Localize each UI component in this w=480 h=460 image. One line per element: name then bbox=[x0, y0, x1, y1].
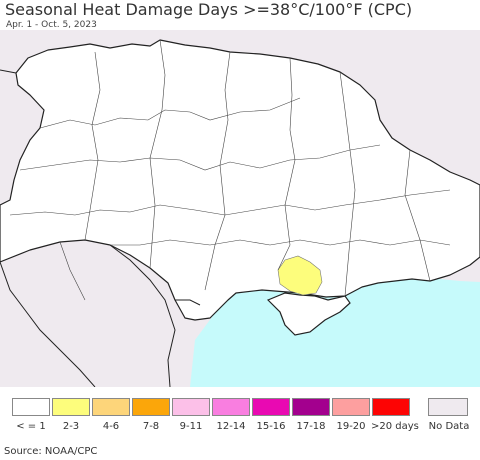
legend-label: 12-14 bbox=[216, 421, 246, 432]
legend-label: 2-3 bbox=[62, 421, 80, 432]
legend-swatch bbox=[292, 398, 330, 416]
legend: < = 1 2-3 4-6 7-8 9-11 12-14 15-16 17-18 19-20 >2… bbox=[0, 396, 480, 436]
legend-swatch bbox=[52, 398, 90, 416]
legend-swatch bbox=[212, 398, 250, 416]
legend-label: < = 1 bbox=[16, 421, 46, 432]
legend-swatch bbox=[132, 398, 170, 416]
map-title: Seasonal Heat Damage Days >=38°C/100°F (… bbox=[5, 0, 413, 19]
crimea bbox=[266, 292, 351, 336]
legend-label: 7-8 bbox=[142, 421, 160, 432]
legend-label: >20 days bbox=[371, 421, 419, 432]
legend-swatch bbox=[428, 398, 468, 416]
legend-label: 9-11 bbox=[179, 421, 203, 432]
legend-label: No Data bbox=[428, 421, 470, 432]
legend-label: 19-20 bbox=[336, 421, 366, 432]
legend-label: 4-6 bbox=[102, 421, 120, 432]
heat-days-area bbox=[277, 255, 323, 296]
land bbox=[0, 39, 480, 321]
country-borders bbox=[0, 69, 201, 387]
legend-swatch bbox=[172, 398, 210, 416]
legend-swatch bbox=[92, 398, 130, 416]
legend-swatch bbox=[332, 398, 370, 416]
heat-damage-map bbox=[0, 30, 480, 387]
source-credit: Source: NOAA/CPC bbox=[4, 446, 98, 457]
map-subtitle: Apr. 1 - Oct. 5, 2023 bbox=[6, 20, 97, 30]
legend-swatch bbox=[12, 398, 50, 416]
legend-label: 15-16 bbox=[256, 421, 286, 432]
sea bbox=[190, 279, 480, 387]
region-borders bbox=[9, 39, 451, 301]
legend-label: 17-18 bbox=[296, 421, 326, 432]
legend-swatch bbox=[372, 398, 410, 416]
legend-swatch bbox=[252, 398, 290, 416]
